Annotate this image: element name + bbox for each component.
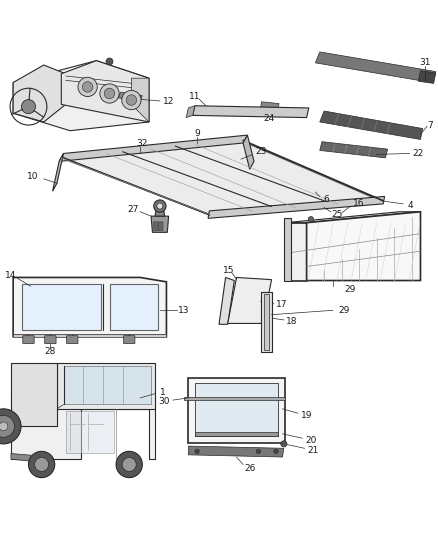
Polygon shape	[13, 65, 66, 122]
Text: 10: 10	[27, 172, 39, 181]
Polygon shape	[13, 334, 166, 336]
Polygon shape	[219, 278, 234, 324]
Text: 12: 12	[163, 98, 174, 106]
Text: 14: 14	[5, 271, 17, 280]
Polygon shape	[193, 106, 309, 118]
Text: 6: 6	[323, 195, 329, 204]
Circle shape	[122, 91, 141, 110]
Circle shape	[0, 415, 14, 437]
Polygon shape	[243, 135, 254, 169]
Polygon shape	[13, 278, 166, 336]
Circle shape	[28, 451, 55, 478]
Polygon shape	[66, 411, 114, 453]
Polygon shape	[188, 378, 285, 442]
FancyBboxPatch shape	[159, 222, 163, 231]
Polygon shape	[61, 61, 149, 122]
Polygon shape	[195, 432, 278, 437]
Polygon shape	[155, 211, 165, 216]
Text: 11: 11	[189, 92, 201, 101]
Circle shape	[256, 449, 261, 454]
Circle shape	[100, 84, 119, 103]
Polygon shape	[320, 142, 388, 158]
Circle shape	[78, 77, 97, 96]
Circle shape	[82, 82, 93, 92]
Polygon shape	[307, 212, 420, 280]
Polygon shape	[286, 212, 420, 223]
Polygon shape	[261, 102, 279, 110]
Circle shape	[106, 58, 113, 65]
Polygon shape	[11, 395, 155, 459]
Polygon shape	[57, 363, 155, 409]
Circle shape	[104, 88, 115, 99]
Polygon shape	[195, 383, 278, 437]
Text: 29: 29	[338, 306, 350, 315]
Circle shape	[35, 457, 49, 472]
Text: 15: 15	[223, 265, 235, 274]
Polygon shape	[151, 216, 169, 232]
Polygon shape	[131, 78, 149, 122]
Circle shape	[126, 95, 137, 106]
Circle shape	[21, 100, 35, 114]
Polygon shape	[320, 111, 423, 140]
Text: 31: 31	[419, 58, 431, 67]
Circle shape	[0, 409, 21, 444]
Text: 20: 20	[305, 436, 317, 445]
FancyBboxPatch shape	[67, 336, 78, 344]
Text: 16: 16	[353, 199, 364, 208]
Polygon shape	[61, 140, 381, 215]
Text: 24: 24	[264, 114, 275, 123]
Text: 13: 13	[178, 306, 190, 315]
Text: 21: 21	[307, 446, 319, 455]
FancyBboxPatch shape	[124, 336, 135, 344]
Circle shape	[157, 203, 163, 209]
Circle shape	[195, 449, 199, 454]
Polygon shape	[264, 294, 269, 350]
Circle shape	[122, 457, 136, 472]
Text: 9: 9	[194, 130, 200, 138]
Polygon shape	[22, 284, 101, 330]
Polygon shape	[286, 223, 307, 280]
FancyBboxPatch shape	[23, 336, 34, 344]
Polygon shape	[11, 454, 37, 462]
Polygon shape	[208, 197, 385, 219]
Text: 22: 22	[413, 149, 424, 158]
Circle shape	[0, 422, 8, 431]
Polygon shape	[315, 52, 436, 83]
Text: 17: 17	[276, 300, 287, 309]
Circle shape	[274, 449, 278, 454]
Text: 7: 7	[427, 121, 433, 130]
Text: 32: 32	[137, 139, 148, 148]
Circle shape	[154, 200, 166, 212]
Text: 30: 30	[159, 397, 170, 406]
Polygon shape	[118, 92, 142, 101]
Text: 25: 25	[332, 211, 343, 219]
Text: 1: 1	[160, 387, 166, 397]
Text: 29: 29	[345, 285, 356, 294]
Polygon shape	[59, 135, 247, 161]
Circle shape	[116, 451, 142, 478]
Text: 19: 19	[301, 411, 312, 420]
Polygon shape	[110, 284, 158, 330]
Circle shape	[308, 216, 314, 222]
Polygon shape	[184, 397, 285, 400]
Polygon shape	[53, 154, 64, 191]
Polygon shape	[284, 219, 291, 280]
Text: 18: 18	[286, 317, 297, 326]
Polygon shape	[228, 278, 272, 324]
Text: 27: 27	[127, 205, 138, 214]
FancyBboxPatch shape	[154, 222, 158, 231]
Text: 26: 26	[244, 464, 255, 473]
Text: 4: 4	[408, 201, 413, 209]
Polygon shape	[188, 446, 284, 457]
FancyBboxPatch shape	[45, 336, 56, 344]
Polygon shape	[261, 292, 272, 352]
Polygon shape	[13, 61, 149, 131]
Text: 23: 23	[255, 147, 266, 156]
Circle shape	[281, 441, 287, 447]
Polygon shape	[418, 71, 436, 84]
Text: 28: 28	[45, 348, 56, 357]
Polygon shape	[186, 106, 195, 118]
Polygon shape	[11, 363, 57, 426]
Polygon shape	[64, 366, 151, 405]
